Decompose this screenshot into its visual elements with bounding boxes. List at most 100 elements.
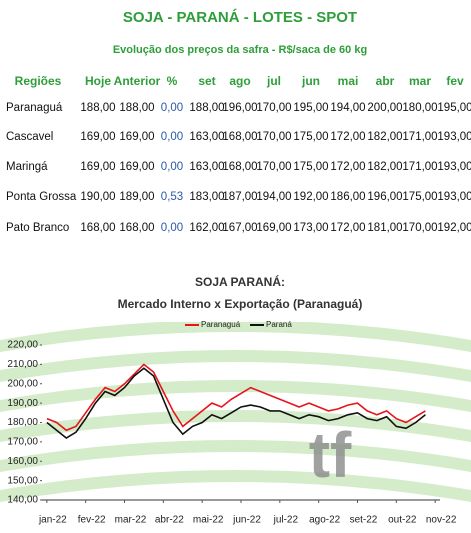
x-tick-label: nov-22 bbox=[426, 515, 457, 526]
column-header: fev bbox=[446, 74, 464, 88]
cell: 180,00 bbox=[402, 102, 437, 114]
cell: 162,00 bbox=[189, 222, 224, 234]
x-tick-label: jul-22 bbox=[273, 515, 299, 526]
cell: 186,00 bbox=[330, 191, 365, 203]
y-tick-label: 200,00 bbox=[7, 378, 38, 389]
cell: Maringá bbox=[6, 161, 48, 173]
cell: 196,00 bbox=[367, 191, 402, 203]
cell: 188,00 bbox=[119, 102, 154, 114]
x-tick-label: set-22 bbox=[350, 515, 378, 526]
cell: 163,00 bbox=[189, 161, 224, 173]
series-line bbox=[46, 367, 426, 439]
cell: 170,00 bbox=[256, 102, 291, 114]
column-header: Regiões bbox=[15, 74, 62, 88]
y-tick-label: 150,00 bbox=[7, 475, 38, 486]
series-line bbox=[46, 363, 426, 432]
cell: 193,00 bbox=[437, 191, 471, 203]
y-tick-label: 170,00 bbox=[7, 437, 38, 448]
y-tick-label: 210,00 bbox=[7, 359, 38, 370]
cell: 175,00 bbox=[293, 161, 328, 173]
cell: 168,00 bbox=[119, 222, 154, 234]
cell: 194,00 bbox=[330, 102, 365, 114]
cell: 170,00 bbox=[256, 161, 291, 173]
y-tick-label: 190,00 bbox=[7, 398, 38, 409]
cell: 173,00 bbox=[293, 222, 328, 234]
cell: 200,00 bbox=[367, 102, 402, 114]
cell: 170,00 bbox=[402, 222, 437, 234]
x-tick-label: jan-22 bbox=[38, 515, 67, 526]
cell: 195,00 bbox=[293, 102, 328, 114]
cell: 0,00 bbox=[161, 161, 183, 173]
cell: 0,00 bbox=[161, 131, 183, 143]
cell: 169,00 bbox=[119, 131, 154, 143]
cell: 171,00 bbox=[402, 131, 437, 143]
cell: 168,00 bbox=[222, 161, 257, 173]
y-tick-label: 140,00 bbox=[7, 495, 38, 506]
cell: 181,00 bbox=[367, 222, 402, 234]
cell: 194,00 bbox=[256, 191, 291, 203]
legend-label: Paraná bbox=[266, 320, 292, 329]
x-tick-label: mai-22 bbox=[193, 515, 224, 526]
cell: 172,00 bbox=[330, 161, 365, 173]
x-tick-label: jun-22 bbox=[232, 515, 261, 526]
cell: 195,00 bbox=[437, 102, 471, 114]
cell: 192,00 bbox=[293, 191, 328, 203]
column-header: jun bbox=[301, 74, 320, 88]
cell: 169,00 bbox=[80, 131, 115, 143]
cell: 172,00 bbox=[330, 131, 365, 143]
cell: 189,00 bbox=[119, 191, 154, 203]
cell: 196,00 bbox=[222, 102, 257, 114]
chart-subtitle: Mercado Interno x Exportação (Paranaguá) bbox=[118, 297, 363, 311]
cell: 169,00 bbox=[80, 161, 115, 173]
cell: 0,00 bbox=[161, 222, 183, 234]
cell: 168,00 bbox=[80, 222, 115, 234]
cell: 168,00 bbox=[222, 131, 257, 143]
cell: 183,00 bbox=[189, 191, 224, 203]
title: SOJA - PARANÁ - LOTES - SPOT bbox=[123, 9, 357, 26]
y-tick-label: 220,00 bbox=[7, 340, 38, 351]
cell: 182,00 bbox=[367, 131, 402, 143]
subtitle: Evolução dos preços da safra - R$/saca d… bbox=[113, 44, 367, 56]
y-tick-label: 160,00 bbox=[7, 456, 38, 467]
watermark: tf bbox=[309, 419, 352, 491]
cell: 169,00 bbox=[256, 222, 291, 234]
column-header: Anterior bbox=[114, 74, 161, 88]
column-header: mar bbox=[409, 74, 431, 88]
cell: 192,00 bbox=[437, 222, 471, 234]
cell: 0,00 bbox=[161, 102, 183, 114]
cell: 0,53 bbox=[161, 191, 183, 203]
y-tick-label: 180,00 bbox=[7, 417, 38, 428]
cell: 187,00 bbox=[222, 191, 257, 203]
cell: 188,00 bbox=[189, 102, 224, 114]
column-header: mai bbox=[338, 74, 359, 88]
cell: 175,00 bbox=[402, 191, 437, 203]
cell: Ponta Grossa bbox=[6, 191, 77, 203]
cell: Paranaguá bbox=[6, 102, 63, 114]
x-tick-label: fev-22 bbox=[78, 515, 106, 526]
cell: Cascavel bbox=[6, 131, 53, 143]
x-tick-label: abr-22 bbox=[155, 515, 184, 526]
cell: 163,00 bbox=[189, 131, 224, 143]
cell: 172,00 bbox=[330, 222, 365, 234]
cell: 193,00 bbox=[437, 161, 471, 173]
cell: 175,00 bbox=[293, 131, 328, 143]
cell: 182,00 bbox=[367, 161, 402, 173]
column-header: set bbox=[198, 74, 215, 88]
cell: 169,00 bbox=[119, 161, 154, 173]
cell: 167,00 bbox=[222, 222, 257, 234]
cell: 170,00 bbox=[256, 131, 291, 143]
column-header: jul bbox=[266, 74, 281, 88]
column-header: Hoje bbox=[85, 74, 111, 88]
column-header: ago bbox=[229, 74, 250, 88]
cell: 193,00 bbox=[437, 131, 471, 143]
x-tick-label: ago-22 bbox=[309, 515, 341, 526]
column-header: % bbox=[167, 74, 178, 88]
cell: 190,00 bbox=[80, 191, 115, 203]
x-tick-label: mar-22 bbox=[115, 515, 147, 526]
column-header: abr bbox=[376, 74, 395, 88]
cell: 188,00 bbox=[80, 102, 115, 114]
legend-label: Paranaguá bbox=[201, 320, 241, 329]
x-tick-label: out-22 bbox=[388, 515, 417, 526]
chart-title: SOJA PARANÁ: bbox=[195, 274, 285, 289]
